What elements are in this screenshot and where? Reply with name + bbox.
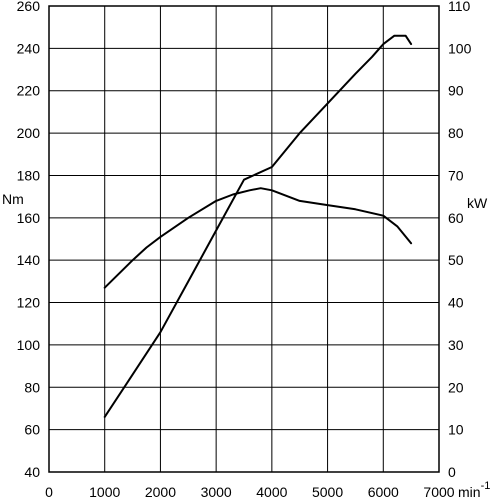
y-left-tick-label: 80	[24, 379, 40, 395]
y-right-tick-label: 100	[448, 40, 472, 56]
plot-frame	[48, 5, 440, 473]
x-tick-label: 6000	[368, 484, 399, 500]
y-right-tick-label: 10	[448, 422, 464, 438]
y-left-tick-label: 60	[24, 422, 40, 438]
y-right-tick-label: 70	[448, 167, 464, 183]
x-tick-label: 5000	[312, 484, 343, 500]
y-right-tick-label: 30	[448, 337, 464, 353]
power-curve	[103, 34, 413, 418]
curves	[103, 34, 413, 418]
x-tick-label: 3000	[201, 484, 232, 500]
y-right-tick-label: 20	[448, 379, 464, 395]
y-left-tick-label: 100	[17, 337, 41, 353]
y-axis-right-label: kW	[467, 195, 488, 211]
x-tick-label: 2000	[145, 484, 176, 500]
y-right-tick-label: 90	[448, 83, 464, 99]
y-left-tick-label: 220	[17, 83, 41, 99]
x-axis-label: min-1	[458, 480, 490, 500]
tick-labels: 0 1000 2000 3000 4000 5000 6000 700040608010012…	[17, 0, 472, 500]
y-axis-left-label: Nm	[2, 191, 24, 207]
x-axis-unit: min	[458, 484, 481, 500]
y-left-tick-label: 160	[17, 210, 41, 226]
x-tick-label: 4000	[256, 484, 287, 500]
x-tick-label: 7000	[423, 484, 454, 500]
x-tick-label: 1000	[89, 484, 120, 500]
y-left-tick-label: 260	[17, 0, 41, 14]
x-tick-label: 0	[45, 484, 53, 500]
y-left-tick-label: 40	[24, 464, 40, 480]
y-left-tick-label: 180	[17, 167, 41, 183]
y-right-tick-label: 40	[448, 295, 464, 311]
grid	[49, 6, 439, 472]
y-right-tick-label: 50	[448, 252, 464, 268]
y-right-tick-label: 110	[448, 0, 471, 14]
y-left-tick-label: 140	[17, 252, 41, 268]
y-right-tick-label: 0	[448, 464, 456, 480]
y-left-tick-label: 240	[17, 40, 41, 56]
x-axis-unit-exponent: -1	[481, 480, 491, 492]
y-left-tick-label: 200	[17, 125, 41, 141]
torque-curve	[103, 187, 413, 289]
y-right-tick-label: 80	[448, 125, 464, 141]
y-right-tick-label: 60	[448, 210, 464, 226]
y-left-tick-label: 120	[17, 295, 41, 311]
